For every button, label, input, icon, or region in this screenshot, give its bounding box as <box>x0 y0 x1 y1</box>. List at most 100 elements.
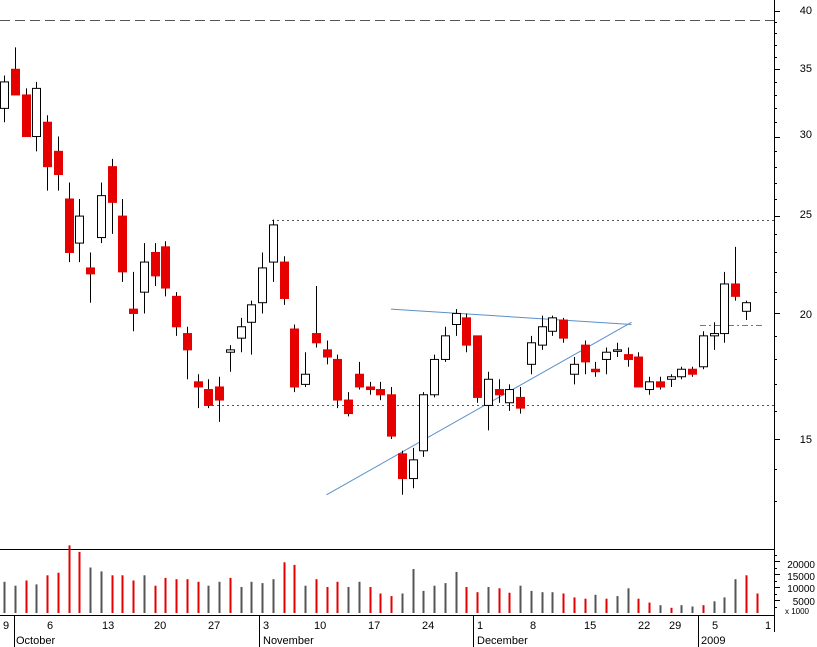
candle-body-up <box>226 349 235 353</box>
candle-body-up <box>645 381 654 391</box>
candle-body-down <box>312 333 321 344</box>
candle-body-down <box>376 389 385 396</box>
candle-body-down <box>118 215 127 273</box>
candle-body-down <box>495 389 504 396</box>
candle-body-up <box>742 302 751 312</box>
candle-body-down <box>290 328 299 388</box>
candle-body-down <box>65 198 74 253</box>
candle-body-up <box>720 283 729 335</box>
candle-body-up <box>301 373 310 385</box>
candle-body-up <box>430 358 439 396</box>
candle-body-down <box>581 344 590 363</box>
candle-body-down <box>624 354 633 360</box>
candle-body-up <box>269 224 278 263</box>
day-label: 6 <box>47 620 53 632</box>
price-tick-label: 15 <box>800 434 812 446</box>
candle-body-up <box>247 304 256 323</box>
volume-bars <box>3 545 759 613</box>
candle-body-up <box>32 87 41 138</box>
day-label: 5 <box>712 620 718 632</box>
day-label: 1 <box>765 620 771 632</box>
candle-body-down <box>323 349 332 358</box>
day-label: 10 <box>314 620 326 632</box>
candle-body-up <box>409 459 418 480</box>
candle-body-down <box>215 386 224 401</box>
candle-body-up <box>452 312 461 326</box>
price-tick-label: 25 <box>800 209 812 221</box>
candle-body-down <box>151 251 160 277</box>
candle-body-up <box>570 363 579 375</box>
trend-line <box>326 321 632 496</box>
candle-body-up <box>613 349 622 352</box>
day-label: 9 <box>3 620 9 632</box>
candle-body-down <box>22 94 31 138</box>
candle-body-down <box>108 166 117 203</box>
candle-body-up <box>484 378 493 406</box>
day-label: 22 <box>638 620 650 632</box>
candle-body-down <box>398 453 407 480</box>
candle-body-up <box>667 376 676 380</box>
day-label: 17 <box>368 620 380 632</box>
candle-body-down <box>731 283 740 297</box>
price-tick-label: 35 <box>800 63 812 75</box>
candle-body-down <box>183 333 192 351</box>
guide-lines <box>0 20 774 496</box>
price-tick-label: 20 <box>800 309 812 321</box>
price-axis-ticks <box>774 11 780 502</box>
candle-body-down <box>344 399 353 415</box>
candle-body-up <box>75 215 84 244</box>
volume-unit-label: x 1000 <box>785 607 810 616</box>
day-label: 3 <box>263 620 269 632</box>
time-axis: 9 6 13 20 27 3 10 17 24 1 8 15 22 29 5 1… <box>3 620 771 647</box>
candle-body-up <box>548 317 557 332</box>
candle-body-down <box>366 386 375 391</box>
candle-body-up <box>441 335 450 360</box>
candle-body-up <box>140 261 149 293</box>
volume-tick-label: 15000 <box>787 572 815 583</box>
candle-body-up <box>505 389 514 404</box>
day-label: 24 <box>422 620 434 632</box>
day-label: 29 <box>669 620 681 632</box>
price-tick-label: 30 <box>800 129 812 141</box>
candle-body-down <box>172 295 181 328</box>
candle-body-down <box>462 317 471 346</box>
day-label: 8 <box>530 620 536 632</box>
day-label: 20 <box>154 620 166 632</box>
price-tick-label: 40 <box>800 5 812 17</box>
candle-body-down <box>129 308 138 314</box>
volume-tick-label: 20000 <box>787 560 815 571</box>
day-label: 13 <box>102 620 114 632</box>
price-axis: 40 35 30 25 20 15 <box>800 5 812 446</box>
candle-body-down <box>204 389 213 406</box>
candle-body-down <box>355 373 364 388</box>
time-axis-ticks <box>14 615 699 647</box>
candle-body-up <box>602 351 611 360</box>
candle-body-down <box>43 121 52 168</box>
candle-body-down <box>634 356 643 388</box>
candle-body-up <box>237 326 246 339</box>
candle-body-up <box>538 326 547 346</box>
candle-body-down <box>656 381 665 388</box>
candle-body-down <box>161 246 170 289</box>
candle-body-down <box>473 335 482 398</box>
month-label: 2009 <box>701 635 725 647</box>
candle-body-down <box>688 368 697 375</box>
trend-line <box>390 308 632 326</box>
day-label: 1 <box>477 620 483 632</box>
candle-body-up <box>699 335 708 368</box>
candle-body-up <box>258 267 267 304</box>
volume-axis-ticks <box>774 555 780 608</box>
month-label: December <box>477 635 528 647</box>
candle-body-up <box>0 81 9 109</box>
candle-body-down <box>194 381 203 388</box>
candle-body-down <box>86 267 95 275</box>
candle-body-down <box>516 396 525 409</box>
day-label: 15 <box>584 620 596 632</box>
volume-axis: 20000 15000 10000 5000 x 1000 <box>785 560 815 616</box>
candle-body-up <box>419 394 428 452</box>
candle-body-down <box>54 150 63 176</box>
candle-body-up <box>710 333 719 337</box>
candle-body-down <box>559 319 568 339</box>
candle-body-up <box>97 195 106 239</box>
